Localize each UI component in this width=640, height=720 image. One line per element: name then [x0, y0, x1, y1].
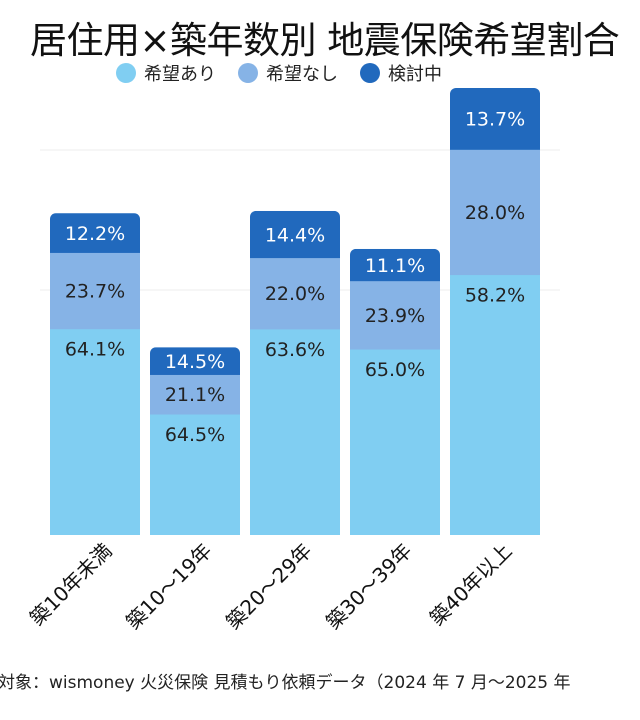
data-label: 28.0%	[465, 202, 525, 224]
bar-segment	[450, 88, 540, 150]
x-tick-label: 築20〜29年	[221, 539, 316, 634]
legend-swatch	[116, 63, 136, 83]
legend-label: 希望なし	[266, 64, 338, 85]
legend-item-no: 希望なし	[238, 60, 338, 86]
data-label: 64.5%	[165, 424, 225, 446]
data-label: 14.4%	[265, 224, 325, 246]
bar-2	[250, 210, 340, 535]
footer-note: 対象：wismoney 火災保険 見積もり依頼データ（2024 年 7 月〜20…	[0, 673, 571, 693]
legend-item-yes: 希望あり	[116, 60, 216, 86]
data-label: 65.0%	[365, 359, 425, 381]
bar-segment	[150, 347, 240, 375]
legend-label: 希望あり	[144, 64, 216, 85]
bar-segment	[350, 349, 440, 535]
bar-segment	[250, 257, 340, 330]
stacked-bar-chart: 64.1% 23.7% 12.2% 築10年未満 64.5% 21.1% 14.5% 築10〜…	[25, 88, 560, 634]
legend-item-considering: 検討中	[360, 60, 442, 86]
bar-segment	[450, 274, 540, 535]
bar-segment	[250, 210, 340, 259]
data-label: 11.1%	[365, 255, 425, 277]
x-tick-label: 築40年以上	[425, 539, 517, 631]
data-label: 12.2%	[65, 223, 125, 245]
bar-segment	[150, 374, 240, 415]
bar-segment	[50, 213, 140, 253]
data-label: 14.5%	[165, 351, 225, 373]
data-label: 23.7%	[65, 281, 125, 303]
data-label: 23.9%	[365, 305, 425, 327]
bar-segment	[150, 414, 240, 535]
x-tick-label: 築10〜19年	[121, 539, 216, 634]
data-label: 63.6%	[265, 339, 325, 361]
bar-segment	[350, 280, 440, 350]
legend-swatch	[360, 63, 380, 83]
data-label: 21.1%	[165, 384, 225, 406]
bar-segment	[450, 149, 540, 276]
bar-4	[450, 88, 540, 535]
x-tick-label: 築10年未満	[25, 539, 117, 631]
chart-title: 居住用×築年数別 地震保険希望割合	[30, 19, 620, 62]
bar-segment	[50, 252, 140, 330]
data-label: 64.1%	[65, 339, 125, 361]
data-label: 22.0%	[265, 283, 325, 305]
data-label: 13.7%	[465, 109, 525, 131]
x-tick-label: 築30〜39年	[321, 539, 416, 634]
data-label: 58.2%	[465, 285, 525, 307]
bar-segment	[50, 328, 140, 535]
bar-segment	[350, 248, 440, 282]
bar-1	[150, 347, 240, 535]
legend-label: 検討中	[388, 64, 442, 85]
legend-swatch	[238, 63, 258, 83]
legend: 希望あり 希望なし 検討中	[116, 60, 442, 86]
bar-0	[50, 213, 140, 535]
bar-segment	[250, 328, 340, 535]
bar-3	[350, 248, 440, 535]
